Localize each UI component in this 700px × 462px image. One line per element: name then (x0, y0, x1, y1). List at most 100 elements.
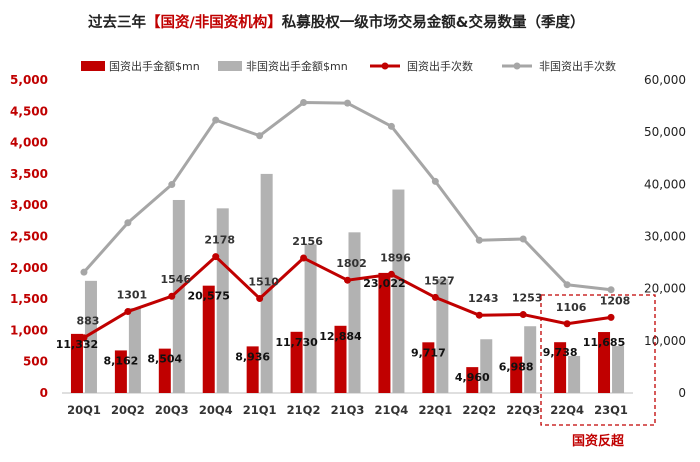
category-label: 20Q1 (67, 403, 101, 417)
state-count-point (80, 334, 88, 342)
state-count-point (519, 311, 527, 319)
bar-nonstate-amount (216, 208, 229, 393)
data-label-state-amount: 11,685 (583, 336, 625, 349)
data-label-state-amount: 12,884 (319, 330, 362, 343)
state-count-point (607, 313, 615, 321)
bar-nonstate-amount (172, 199, 185, 393)
callout-label: 国资反超 (572, 433, 625, 449)
nonstate-count-point (124, 219, 132, 227)
state-count-point (344, 276, 351, 284)
legend-label-state-amount: 国资出手金额$mn (109, 59, 200, 73)
nonstate-count-point (344, 99, 351, 107)
legend-label-nonstate-count: 非国资出手次数 (539, 59, 616, 73)
data-label-state-count: 1510 (248, 275, 279, 288)
nonstate-count-point (607, 286, 615, 294)
data-label-state-amount: 4,960 (455, 371, 490, 384)
bar-nonstate-amount (612, 346, 625, 393)
data-label-state-count: 1106 (556, 301, 587, 314)
bar-nonstate-amount (568, 355, 581, 393)
data-label-state-count: 1527 (424, 274, 455, 287)
data-label-state-amount: 9,738 (543, 346, 578, 359)
right-axis-tick: 60,000 (644, 73, 686, 87)
bar-nonstate-amount (480, 339, 493, 393)
left-axis-tick: 0 (40, 386, 48, 400)
data-label-state-count: 883 (76, 315, 99, 328)
title-prefix: 过去三年 (88, 13, 146, 31)
right-axis-tick: 40,000 (644, 177, 686, 191)
bar-state-amount (466, 367, 479, 393)
data-label-state-amount: 8,504 (147, 353, 182, 366)
data-label-state-amount: 8,936 (235, 350, 270, 363)
right-axis-tick: 50,000 (644, 125, 686, 139)
title-suffix: 私募股权一级市场交易金额&交易数量（季度） (282, 13, 585, 31)
right-axis-tick: 0 (678, 386, 686, 400)
chart-title: 过去三年【国资/非国资机构】私募股权一级市场交易金额&交易数量（季度） (88, 13, 584, 31)
data-label-state-amount: 6,988 (499, 361, 534, 374)
title-accent: 【国资/非国资机构】 (146, 13, 282, 31)
state-count-point (431, 293, 439, 301)
data-label-state-amount: 20,575 (188, 290, 230, 303)
left-axis: 0 500 1,000 1,500 2,000 2,500 3,000 3,500 4,000 4… (10, 73, 48, 400)
bar-state-amount (378, 272, 391, 393)
nonstate-count-point (475, 236, 483, 244)
left-axis-tick: 2,500 (10, 230, 48, 244)
bar-state-amount (554, 342, 567, 393)
bars-layer (70, 173, 625, 393)
left-axis-tick: 4,500 (10, 104, 48, 118)
bar-state-amount (70, 333, 83, 393)
bar-nonstate-amount (392, 189, 405, 393)
bar-nonstate-amount (128, 307, 141, 393)
right-axis: 0 10,000 20,000 30,000 40,000 50,000 60,000 (644, 73, 686, 400)
category-label: 22Q3 (506, 403, 540, 417)
left-axis-tick: 1,500 (10, 292, 48, 306)
left-axis-tick: 500 (23, 355, 48, 369)
bar-state-amount (114, 350, 127, 393)
nonstate-count-point (563, 281, 571, 289)
bar-state-amount (202, 285, 215, 393)
state-count-point (387, 270, 395, 278)
category-label: 20Q4 (199, 403, 233, 417)
state-count-point (212, 253, 220, 261)
left-axis-tick: 3,500 (10, 167, 48, 181)
right-axis-tick: 30,000 (644, 230, 686, 244)
nonstate-count-point (300, 99, 308, 107)
data-label-state-count: 2156 (292, 235, 323, 248)
category-label: 22Q1 (418, 403, 452, 417)
category-label: 21Q3 (331, 403, 365, 417)
bar-state-amount (246, 346, 259, 393)
category-label: 21Q2 (287, 403, 321, 417)
data-label-state-count: 1208 (600, 294, 631, 307)
bar-nonstate-amount (436, 278, 449, 393)
right-axis-tick: 10,000 (644, 334, 686, 348)
legend-marker-state-count (381, 62, 389, 70)
legend-swatch-nonstate-amount (218, 61, 242, 71)
nonstate-count-point (387, 122, 395, 130)
data-labels-layer: 11,332 883 8,162 1301 8,504 1546 20,575 2178 8,9… (56, 234, 631, 384)
lines-layer (80, 99, 615, 342)
legend-label-nonstate-amount: 非国资出手金额$mn (246, 59, 348, 73)
category-label: 21Q4 (375, 403, 409, 417)
data-label-state-amount: 9,717 (411, 346, 446, 359)
data-label-state-count: 1253 (512, 292, 543, 305)
category-label: 21Q1 (243, 403, 277, 417)
bar-state-amount (334, 325, 347, 393)
category-label: 22Q2 (462, 403, 496, 417)
bar-state-amount (510, 356, 523, 393)
state-count-point (124, 308, 132, 316)
bar-nonstate-amount (524, 326, 537, 393)
bar-nonstate-amount (260, 173, 273, 393)
data-label-state-count: 1546 (160, 273, 191, 286)
state-count-point (563, 320, 571, 328)
bar-state-amount (158, 348, 171, 393)
state-count-point (300, 254, 308, 262)
bar-nonstate-amount (84, 280, 97, 393)
nonstate-count-point (519, 235, 527, 243)
bar-state-amount (598, 332, 611, 393)
data-label-state-amount: 11,730 (275, 336, 318, 349)
left-axis-tick: 3,000 (10, 198, 48, 212)
data-label-state-amount: 8,162 (103, 354, 138, 367)
nonstate-count-point (212, 116, 220, 124)
left-axis-tick: 1,000 (10, 323, 48, 337)
right-axis-tick: 20,000 (644, 282, 686, 296)
category-label: 20Q2 (111, 403, 145, 417)
